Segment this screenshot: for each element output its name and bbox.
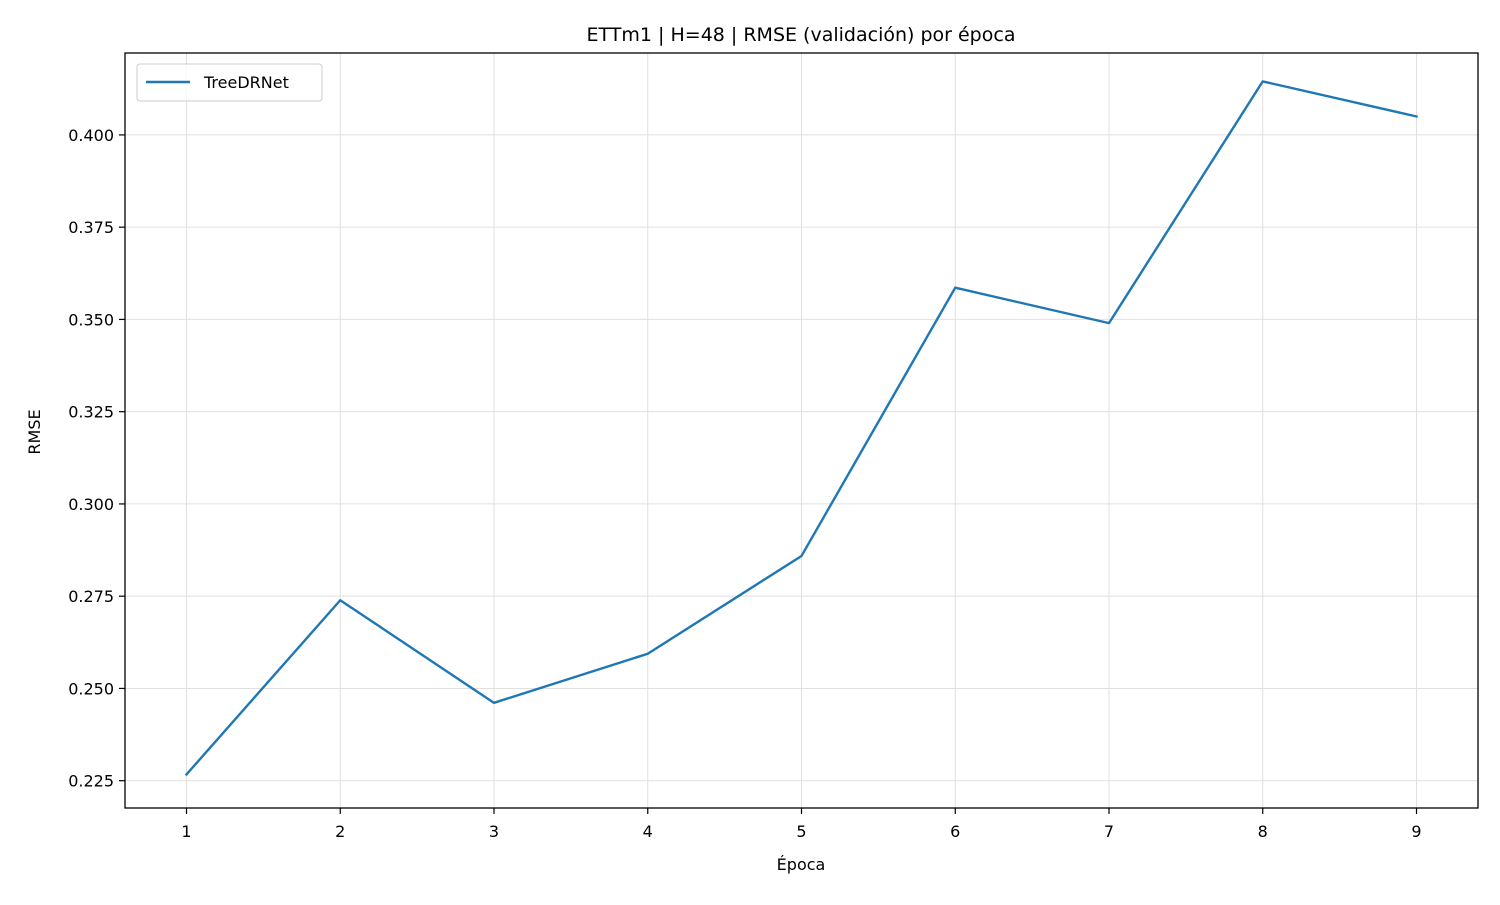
legend: TreeDRNet xyxy=(136,63,323,102)
x-tick-label: 6 xyxy=(950,822,960,841)
legend-label-treedrnet: TreeDRNet xyxy=(203,73,289,92)
y-tick-label: 0.375 xyxy=(68,218,114,237)
x-tick-label: 1 xyxy=(181,822,191,841)
y-axis-ticks: 0.225 0.250 0.275 0.300 0.325 0.350 0.375 0.400 xyxy=(68,126,125,791)
x-axis-label: Época xyxy=(777,855,826,874)
y-tick-label: 0.250 xyxy=(68,679,114,698)
x-tick-label: 9 xyxy=(1411,822,1421,841)
y-tick-label: 0.300 xyxy=(68,495,114,514)
y-tick-label: 0.350 xyxy=(68,310,114,329)
y-tick-label: 0.400 xyxy=(68,126,114,145)
x-tick-label: 4 xyxy=(643,822,653,841)
y-tick-label: 0.275 xyxy=(68,587,114,606)
x-tick-label: 8 xyxy=(1258,822,1268,841)
legend-box xyxy=(136,63,323,102)
series-layer xyxy=(184,80,1418,777)
x-tick-label: 3 xyxy=(489,822,499,841)
y-tick-label: 0.225 xyxy=(68,772,114,791)
x-tick-label: 7 xyxy=(1104,822,1114,841)
x-axis-ticks: 1 2 3 4 5 6 7 8 9 xyxy=(181,808,1422,841)
x-tick-label: 5 xyxy=(796,822,806,841)
y-tick-label: 0.325 xyxy=(68,403,114,422)
grid-lines xyxy=(125,53,1478,808)
x-tick-label: 2 xyxy=(335,822,345,841)
series-line-treedrnet xyxy=(184,80,1418,777)
y-axis-label: RMSE xyxy=(25,409,44,454)
chart-title: ETTm1 | H=48 | RMSE (validación) por épo… xyxy=(587,24,1016,46)
